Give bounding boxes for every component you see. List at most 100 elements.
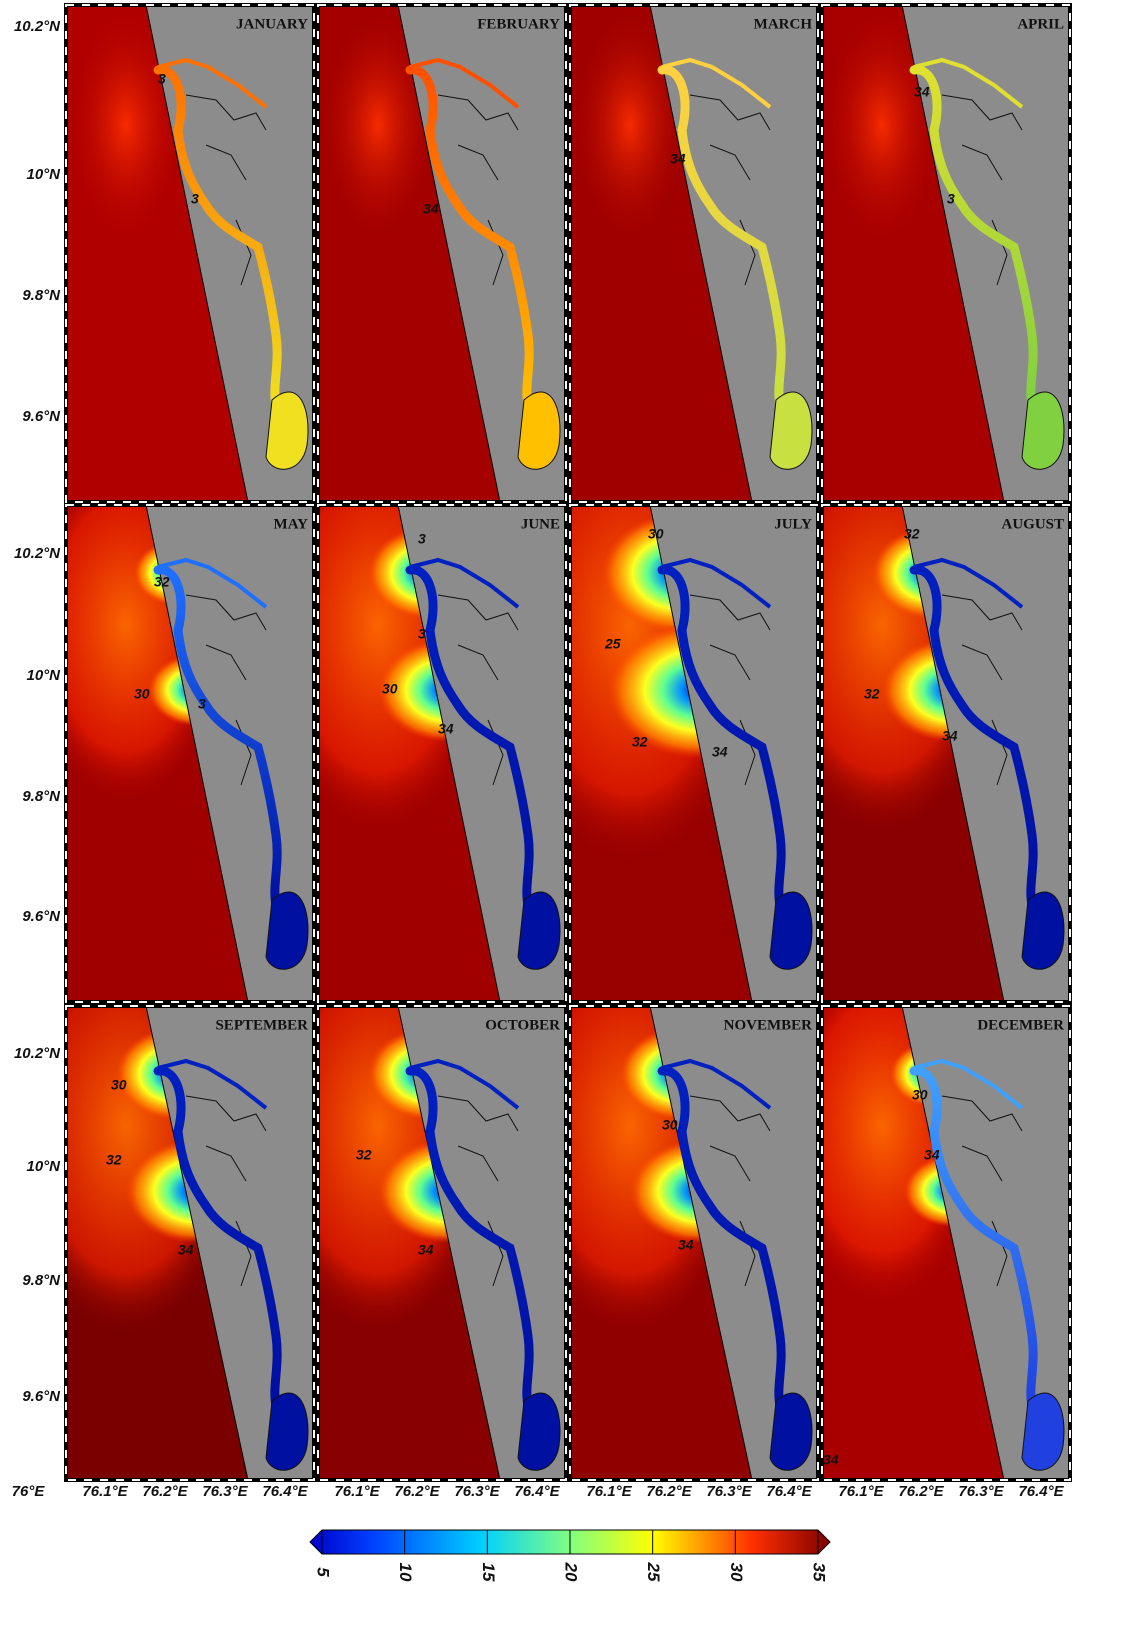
estuary (405, 565, 534, 910)
contour-label: 34 (924, 1147, 940, 1163)
lon-label: 76.3°E (202, 1483, 248, 1500)
map-body: 30 34 34 (822, 1006, 1070, 1480)
estuary (657, 1066, 786, 1411)
estuary (657, 65, 786, 410)
panel-title: MARCH (754, 16, 813, 32)
land (397, 1006, 566, 1480)
plume-halo (66, 5, 186, 245)
contour-label: 32 (904, 526, 920, 542)
contour-label: 34 (942, 728, 958, 744)
panel-title: JUNE (521, 516, 560, 532)
estuary-branch (913, 557, 1024, 609)
lon-label: 76.2°E (142, 1483, 188, 1500)
estuary-branch (157, 1058, 268, 1110)
colorbar-tick-label: 10 (396, 1563, 415, 1582)
contour-label: 30 (111, 1077, 127, 1093)
contour-label: 3 (158, 71, 166, 87)
estuary (153, 565, 282, 910)
panel-title: OCTOBER (485, 1017, 560, 1033)
lake (517, 1392, 561, 1471)
panel-title: DECEMBER (977, 1017, 1064, 1033)
lat-label: 10.2°N (14, 545, 61, 562)
contour-label: 32 (106, 1152, 122, 1168)
lon-label: 76.1°E (586, 1483, 632, 1500)
frame-dash (65, 4, 315, 503)
contour-label: 34 (418, 1242, 434, 1258)
land (901, 1006, 1070, 1480)
lake (769, 891, 813, 970)
frame-dash (821, 4, 1071, 503)
map-body: 34 3 (822, 5, 1070, 502)
estuary (153, 65, 282, 410)
map-panel: 30 34 NOVEMBER (568, 1004, 820, 1482)
estuary (405, 65, 534, 410)
estuary-branch (661, 557, 772, 609)
map-panel: 34 MARCH (568, 3, 820, 504)
map-body: 34 (318, 5, 566, 502)
land (145, 1006, 314, 1480)
estuary-branch (157, 57, 268, 109)
lon-label: 76.3°E (958, 1483, 1004, 1500)
plume-halo (822, 5, 942, 245)
estuary-branch (913, 1058, 1024, 1110)
frame-dash (821, 1005, 1071, 1481)
map-panel: 34 FEBRUARY (316, 3, 568, 504)
contour-label: 30 (662, 1117, 678, 1133)
lake (265, 891, 309, 970)
lon-label: 76.1°E (82, 1483, 128, 1500)
lon-label: 76.3°E (706, 1483, 752, 1500)
contour-label: 3 (191, 191, 199, 207)
lon-label: 76.3°E (454, 1483, 500, 1500)
map-body: 32 32 34 (822, 505, 1070, 1002)
contour-label: 3 (947, 191, 955, 207)
plume-halo (318, 5, 438, 245)
lon-label: 76.1°E (334, 1483, 380, 1500)
estuary-branch (409, 557, 520, 609)
panel-title: MAY (274, 516, 309, 532)
contour-label: 34 (712, 744, 728, 760)
map-panel: 34 3 APRIL (820, 3, 1072, 504)
estuary-branch (913, 57, 1024, 109)
contour-label: 3 (418, 626, 426, 642)
lat-label: 9.6°N (22, 908, 61, 925)
lon-label: 76.4°E (262, 1483, 308, 1500)
contour-label: 34 (423, 201, 439, 217)
colorbar-tick-label: 5 (314, 1567, 333, 1577)
map-body: 34 (570, 5, 818, 502)
frame-dash (65, 1005, 315, 1481)
contour-label: 34 (678, 1237, 694, 1253)
lat-label: 9.8°N (22, 1272, 61, 1289)
frame-dash (317, 4, 567, 503)
contour-label: 32 (864, 686, 880, 702)
lon-label: 76.4°E (766, 1483, 812, 1500)
lon-label: 76.2°E (898, 1483, 944, 1500)
lon-label: 76.1°E (838, 1483, 884, 1500)
colorbar-tick-label: 15 (479, 1563, 498, 1582)
lat-label: 9.6°N (22, 408, 61, 425)
contour-label: 32 (632, 734, 648, 750)
contour-label: 32 (154, 574, 170, 590)
lake (265, 1392, 309, 1471)
panel-title: JULY (774, 516, 812, 532)
lon-label: 76.2°E (394, 1483, 440, 1500)
contour-label: 3 (198, 696, 206, 712)
frame-dash (569, 1005, 819, 1481)
lat-label: 10.2°N (14, 1045, 61, 1062)
contour-label: 30 (648, 526, 664, 542)
lat-label: 10°N (26, 667, 61, 684)
frame-dash (317, 1005, 567, 1481)
map-panel: 32 30 3 MAY (64, 503, 316, 1004)
map-panel: 30 32 34 SEPTEMBER (64, 1004, 316, 1482)
map-panel: 3 3 30 34 JUNE (316, 503, 568, 1004)
estuary-branch (157, 557, 268, 609)
panel-title: FEBRUARY (477, 16, 560, 32)
contour-label: 3 (418, 531, 426, 547)
land (649, 1006, 818, 1480)
frame-dash (821, 504, 1071, 1003)
contour-label: 30 (912, 1087, 928, 1103)
contour-label: 34 (178, 1242, 194, 1258)
contour-label: 34 (670, 151, 686, 167)
estuary (153, 1066, 282, 1411)
